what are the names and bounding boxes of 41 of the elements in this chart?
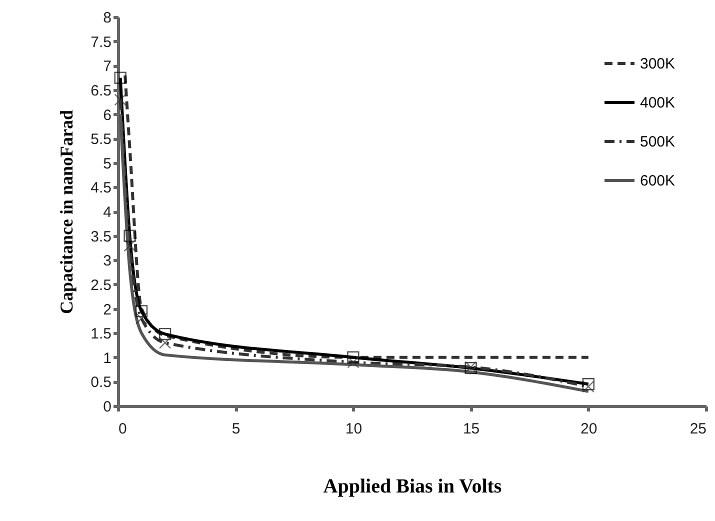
y-tick-label: 1.5 (90, 326, 112, 343)
point (158, 328, 172, 340)
legend-label: 500K (640, 134, 676, 150)
point (158, 336, 172, 349)
point (124, 239, 136, 252)
x-tick-label: 20 (580, 420, 598, 438)
y-tick-label: 0 (103, 398, 112, 416)
x-tick-label: 10 (345, 420, 362, 438)
y-tick-label: 0.5 (90, 374, 112, 392)
y-tick-label: 4.5 (90, 180, 112, 197)
y-tick-label: 3 (103, 252, 112, 270)
x-axis-title: Applied Bias in Volts (323, 476, 502, 498)
x-tick-label: 5 (232, 420, 240, 438)
point (582, 378, 594, 390)
point (347, 351, 360, 364)
y-tick-label: 8 (103, 10, 112, 26)
point (114, 94, 126, 106)
legend-label: 600K (640, 172, 676, 190)
legend-label: 400K (640, 94, 676, 112)
legend-label: 300K (640, 56, 676, 72)
point (124, 230, 136, 242)
point (135, 312, 148, 325)
y-tick-label: 5 (103, 155, 112, 172)
x-tick-label: 25 (690, 420, 706, 438)
y-tick-label: 2.5 (90, 276, 112, 294)
x-tick-label: 0 (118, 420, 127, 438)
y-tick-label: 7 (103, 58, 112, 76)
y-tick-label: 6.5 (90, 82, 112, 100)
point (135, 305, 148, 318)
y-tick-label: 6 (103, 106, 112, 124)
y-tick-label: 5.5 (90, 131, 112, 148)
point (582, 380, 594, 393)
y-tick-label: 4 (103, 204, 112, 221)
y-tick-label: 1 (103, 350, 112, 367)
y-tick-label: 3.5 (90, 228, 112, 246)
point (114, 72, 126, 84)
x-tick-label: 15 (462, 420, 480, 438)
point (347, 356, 360, 368)
y-tick-label: 7.5 (90, 34, 112, 51)
y-axis-title: Capacitance in nanoFarad (56, 110, 77, 314)
y-tick-label: 2 (103, 301, 112, 318)
